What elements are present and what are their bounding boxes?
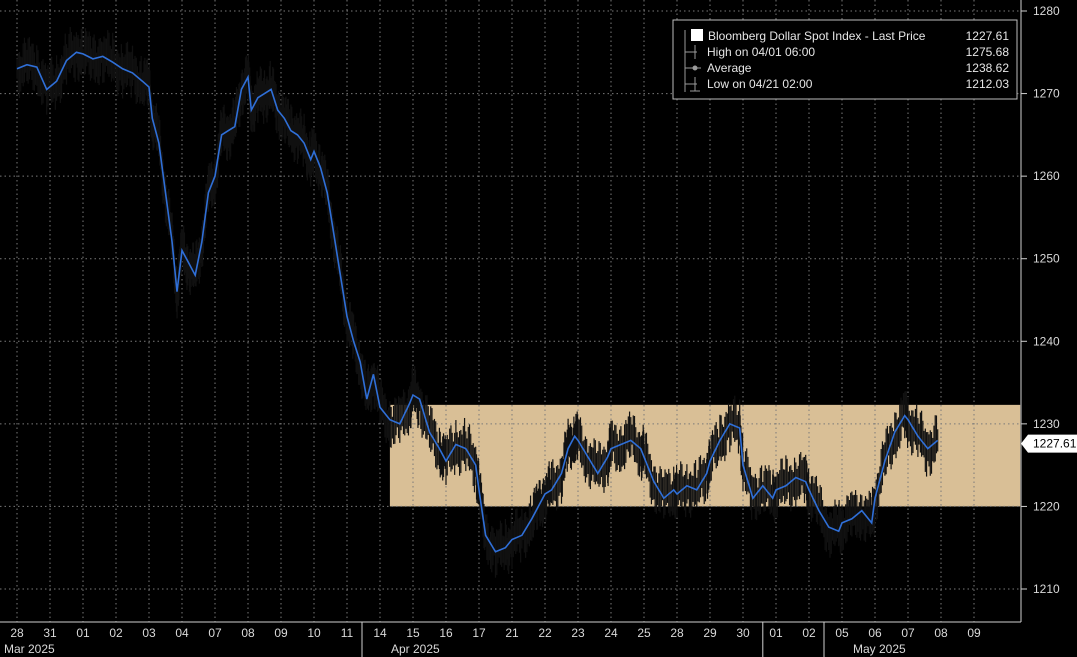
x-tick-label: 08 [241, 626, 255, 640]
x-tick-label: 07 [208, 626, 222, 640]
x-tick-label: 07 [901, 626, 915, 640]
x-tick-label: 01 [76, 626, 90, 640]
y-tick-label: 1220 [1033, 499, 1060, 513]
x-tick-label: 09 [274, 626, 288, 640]
x-tick-label: 29 [703, 626, 717, 640]
x-tick-label: 28 [10, 626, 24, 640]
y-axis-background [1021, 0, 1077, 657]
x-tick-label: 01 [769, 626, 783, 640]
y-tick-label: 1250 [1033, 252, 1060, 266]
legend-high-label: High on 04/01 06:00 [707, 45, 815, 59]
x-tick-label: 23 [571, 626, 585, 640]
x-tick-label: 16 [439, 626, 453, 640]
legend-low-value: 1212.03 [966, 77, 1010, 91]
y-tick-label: 1270 [1033, 87, 1060, 101]
x-tick-label: 25 [637, 626, 651, 640]
series-ohlc-ticks [16, 26, 939, 578]
last-price-label: 1227.61 [1033, 437, 1077, 451]
x-tick-label: 28 [670, 626, 684, 640]
legend-last-value: 1227.61 [966, 29, 1010, 43]
x-tick-label: 03 [142, 626, 156, 640]
x-tick-label: 22 [538, 626, 552, 640]
x-tick-label: 02 [802, 626, 816, 640]
x-tick-label: 24 [604, 626, 618, 640]
x-tick-label: 10 [307, 626, 321, 640]
legend-box [672, 19, 1018, 100]
x-tick-label: 04 [175, 626, 189, 640]
legend-marker-icons [684, 30, 701, 92]
last-price-tag: 1227.61 [1021, 434, 1077, 453]
month-label: Mar 2025 [4, 642, 55, 656]
x-tick-label: 02 [109, 626, 123, 640]
month-label: Apr 2025 [391, 642, 440, 656]
last-price-tag-shape [1021, 434, 1077, 453]
x-tick-label: 11 [341, 626, 354, 640]
y-axis: 1210 1220 1230 1240 1250 1260 1270 1280 [1020, 0, 1077, 657]
y-tick-label: 1280 [1033, 4, 1060, 18]
x-tick-label: 09 [967, 626, 981, 640]
y-tick-label: 1210 [1033, 582, 1060, 596]
x-axis: 28 31 01 02 03 04 07 08 09 10 11 14 15 16 17 21 22 23 24 25… [0, 621, 1021, 657]
x-tick-label: 15 [406, 626, 420, 640]
x-tick-label: 06 [868, 626, 882, 640]
y-tick-label: 1240 [1033, 334, 1060, 348]
x-tick-label: 08 [934, 626, 948, 640]
series-layer [16, 26, 939, 578]
x-tick-label: 14 [373, 626, 387, 640]
legend-average-value: 1238.62 [966, 61, 1010, 75]
x-axis-background [0, 622, 1021, 657]
legend-low-label: Low on 04/21 02:00 [707, 77, 813, 91]
legend: Bloomberg Dollar Spot Index - Last Price… [672, 19, 1018, 100]
month-label: May 2025 [853, 642, 906, 656]
y-tick-label: 1230 [1033, 417, 1060, 431]
x-tick-label: 21 [505, 626, 519, 640]
x-tick-label: 05 [835, 626, 849, 640]
legend-average-label: Average [707, 61, 752, 75]
x-tick-label: 17 [472, 626, 486, 640]
series-line-last-price [16, 51, 939, 553]
legend-title: Bloomberg Dollar Spot Index - Last Price [708, 29, 926, 43]
legend-high-value: 1275.68 [966, 45, 1010, 59]
y-tick-label: 1260 [1033, 169, 1060, 183]
x-tick-label: 30 [736, 626, 750, 640]
x-tick-label: 31 [43, 626, 57, 640]
legend-swatch-last-price [691, 29, 703, 41]
